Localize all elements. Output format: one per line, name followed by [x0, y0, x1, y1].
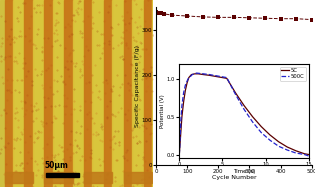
Point [309, 18, 314, 21]
Point [155, 11, 160, 14]
Bar [5, 0, 13, 187]
Bar [5, 172, 33, 183]
Bar [25, 0, 33, 187]
Bar [112, 0, 124, 187]
Point [169, 14, 174, 17]
Bar [104, 0, 112, 187]
Point [161, 12, 166, 15]
Point [263, 17, 268, 20]
Bar [44, 172, 72, 183]
Bar [13, 0, 25, 187]
Point [158, 12, 163, 15]
Bar [144, 0, 152, 187]
Bar [33, 0, 44, 187]
Bar [84, 172, 112, 183]
Bar [53, 0, 64, 187]
Y-axis label: Specific Capacitance (F/g): Specific Capacitance (F/g) [135, 45, 140, 127]
Point [185, 15, 190, 18]
Point [216, 16, 221, 19]
Point [153, 10, 158, 13]
Point [247, 16, 252, 19]
X-axis label: Cycle Number: Cycle Number [212, 175, 256, 180]
Point [231, 16, 236, 19]
Bar [92, 0, 104, 187]
Bar [132, 0, 144, 187]
Point [200, 15, 205, 18]
Text: 50μm: 50μm [44, 161, 68, 170]
Bar [46, 173, 79, 177]
Bar [44, 0, 53, 187]
Bar [84, 0, 92, 187]
Bar [64, 0, 72, 187]
Bar [124, 0, 132, 187]
Point [294, 17, 299, 20]
Point [278, 17, 283, 20]
Bar [152, 0, 163, 187]
Bar [72, 0, 84, 187]
Bar [124, 172, 152, 183]
